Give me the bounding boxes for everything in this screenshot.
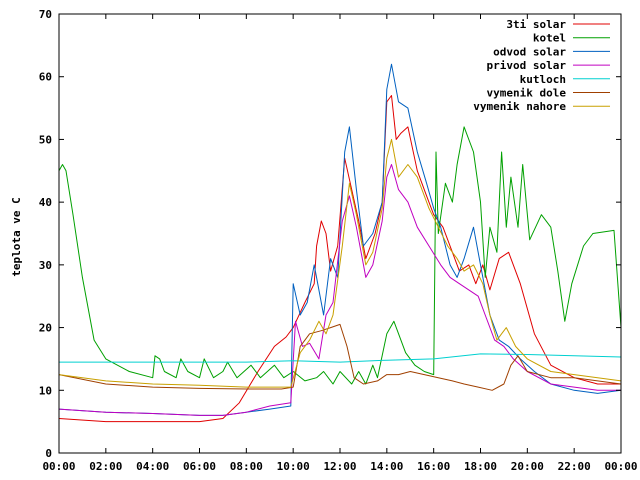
x-tick-label: 02:00: [89, 460, 122, 473]
series-line-kutloch: [59, 353, 622, 363]
series-line-vymenik-nahore: [58, 138, 622, 388]
legend-item: 3ti solar: [506, 18, 610, 31]
legend-label: kotel: [533, 32, 566, 45]
series-line-privod-solar: [58, 164, 621, 416]
y-tick-label: 40: [39, 196, 52, 209]
legend-label: vymenik dole: [487, 87, 567, 100]
axis-ticks: [58, 13, 622, 454]
x-tick-label: 18:00: [464, 460, 497, 473]
legend-label: privod solar: [487, 59, 567, 72]
legend-item: odvod solar: [493, 45, 610, 58]
legend-item: vymenik dole: [487, 87, 610, 100]
y-tick-label: 30: [39, 259, 52, 272]
y-tick-label: 60: [39, 71, 52, 84]
legend-item: vymenik nahore: [473, 100, 610, 113]
legend-label: kutloch: [520, 73, 566, 86]
y-tick-label: 0: [45, 447, 52, 460]
x-tick-label: 00:00: [604, 460, 637, 473]
x-tick-label: 08:00: [230, 460, 263, 473]
x-tick-label: 00:00: [42, 460, 75, 473]
x-tick-label: 12:00: [323, 460, 356, 473]
series-line-kotel: [58, 126, 622, 385]
x-tick-label: 10:00: [277, 460, 310, 473]
x-tick-label: 16:00: [417, 460, 450, 473]
series-line-odvod-solar: [58, 63, 622, 416]
x-tick-label: 22:00: [558, 460, 591, 473]
legend-label: 3ti solar: [506, 18, 566, 31]
x-tick-label: 04:00: [136, 460, 169, 473]
y-tick-label: 10: [39, 384, 52, 397]
legend-item: kutloch: [520, 73, 610, 86]
x-axis-tick-labels: 00:00 02:00 04:00 06:00 08:00 10:00 12:00 14:00…: [42, 460, 637, 473]
x-tick-label: 20:00: [511, 460, 544, 473]
y-tick-label: 20: [39, 322, 52, 335]
y-tick-label: 50: [39, 133, 52, 146]
y-tick-label: 70: [39, 8, 52, 21]
x-tick-label: 06:00: [183, 460, 216, 473]
legend-label: odvod solar: [493, 45, 566, 58]
y-axis-tick-labels: 0 10 20 30 40 50 60 70: [39, 8, 52, 460]
x-tick-label: 14:00: [370, 460, 403, 473]
legend-item: privod solar: [487, 59, 610, 72]
legend-label: vymenik nahore: [473, 100, 566, 113]
y-axis-title: teplota ve C: [10, 197, 23, 276]
legend-item: kotel: [533, 32, 610, 45]
series-line-vymenik-dole: [58, 323, 622, 391]
series-lines: [58, 63, 622, 423]
